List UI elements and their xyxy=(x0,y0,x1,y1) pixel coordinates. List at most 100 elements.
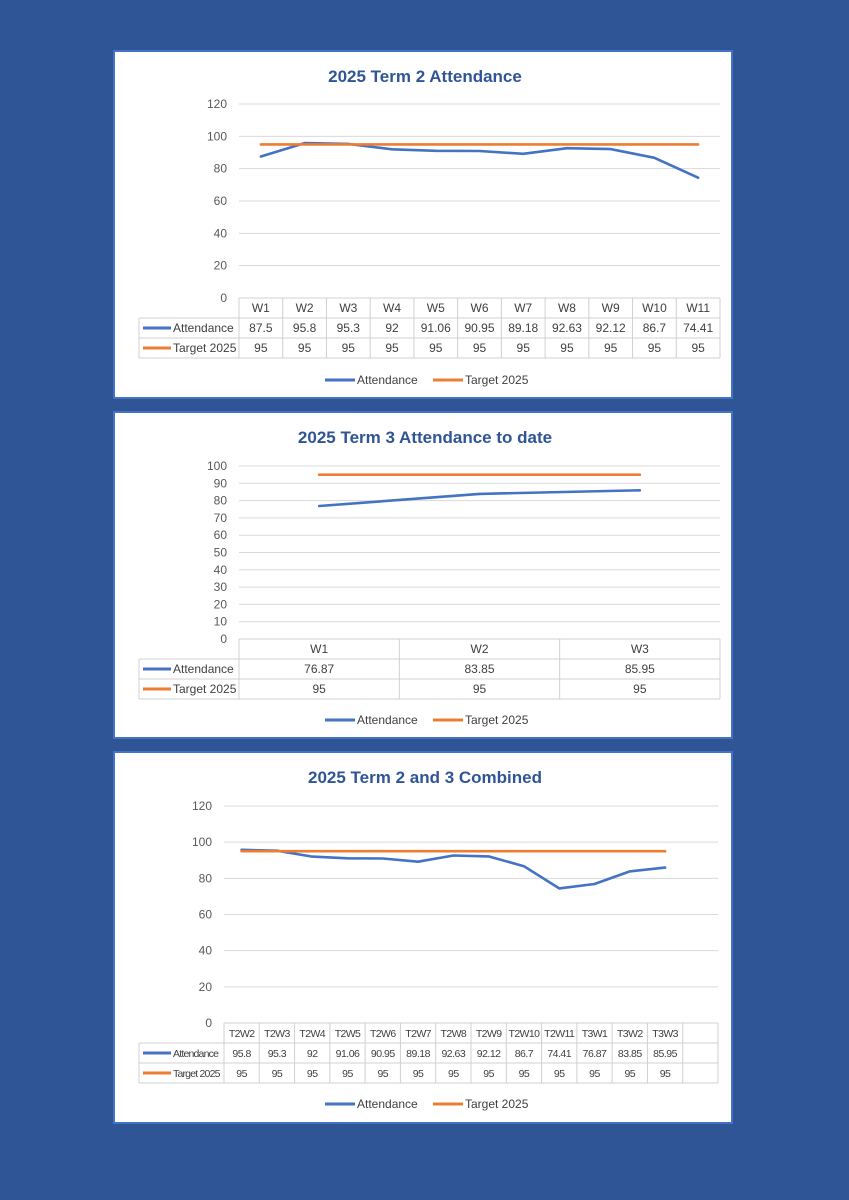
data-label: 95 xyxy=(517,341,531,355)
y-tick-label: 100 xyxy=(192,835,212,849)
y-tick-label: 20 xyxy=(214,597,228,611)
data-label: 76.87 xyxy=(583,1048,607,1060)
data-label: 95 xyxy=(342,1068,353,1080)
category-label: W1 xyxy=(252,301,270,315)
category-label: T2W10 xyxy=(509,1028,541,1040)
category-label: W3 xyxy=(339,301,357,315)
data-label: 95 xyxy=(604,341,618,355)
category-label: W8 xyxy=(558,301,576,315)
y-tick-label: 0 xyxy=(220,291,227,305)
data-label: 95 xyxy=(377,1068,388,1080)
data-label: 95.8 xyxy=(232,1048,251,1060)
category-label: W10 xyxy=(642,301,667,315)
data-label: 86.7 xyxy=(643,321,667,335)
category-label: W4 xyxy=(383,301,401,315)
data-label: 92.12 xyxy=(596,321,626,335)
y-tick-label: 60 xyxy=(199,908,213,922)
category-label: T2W11 xyxy=(544,1028,575,1040)
y-tick-label: 120 xyxy=(207,97,227,111)
y-tick-label: 30 xyxy=(214,580,228,594)
category-label: W1 xyxy=(310,642,328,656)
data-label: 95 xyxy=(448,1068,459,1080)
series-name: Target 2025 xyxy=(173,341,237,355)
category-label: T2W3 xyxy=(264,1028,290,1040)
y-tick-label: 100 xyxy=(207,459,227,473)
data-label: 95 xyxy=(519,1068,530,1080)
data-label: 95 xyxy=(473,341,487,355)
data-label: 83.85 xyxy=(618,1048,642,1060)
data-label: 95 xyxy=(342,341,356,355)
category-label: W7 xyxy=(514,301,532,315)
y-tick-label: 10 xyxy=(214,615,228,629)
chart-combined-svg: 2025 Term 2 and 3 Combined 0 20 40 60 80 100 12… xyxy=(138,768,719,1111)
data-label: 92.63 xyxy=(552,321,582,335)
data-label: 95.8 xyxy=(293,321,317,335)
series-name: Attendance xyxy=(173,321,234,335)
chart-title: 2025 Term 3 Attendance to date xyxy=(298,428,552,447)
category-label: W3 xyxy=(631,642,649,656)
data-label: 95 xyxy=(660,1068,671,1080)
y-tick-label: 50 xyxy=(214,546,228,560)
category-label: T2W7 xyxy=(405,1028,431,1040)
y-tick-label: 40 xyxy=(199,944,213,958)
data-label: 76.87 xyxy=(304,662,334,676)
category-label: T2W5 xyxy=(335,1028,361,1040)
series-name: Attendance xyxy=(173,662,234,676)
category-label: T3W1 xyxy=(582,1028,608,1040)
chart-title: 2025 Term 2 and 3 Combined xyxy=(308,768,542,787)
category-label: T2W2 xyxy=(229,1028,255,1040)
chart-panel-term3: 2025 Term 3 Attendance to date 0 10 20 30 40 5… xyxy=(113,411,733,739)
category-label: W9 xyxy=(602,301,620,315)
series-name: Attendance xyxy=(173,1048,219,1060)
legend-label: Attendance xyxy=(357,373,418,387)
chart-title: 2025 Term 2 Attendance xyxy=(328,67,522,86)
data-label: 95 xyxy=(413,1068,424,1080)
data-label: 95 xyxy=(648,341,662,355)
data-label: 87.5 xyxy=(249,321,273,335)
series-name: Target 2025 xyxy=(173,1068,221,1080)
data-label: 95 xyxy=(554,1068,565,1080)
category-label: W11 xyxy=(686,301,710,315)
y-tick-label: 20 xyxy=(199,980,213,994)
data-label: 95 xyxy=(483,1068,494,1080)
data-label: 90.95 xyxy=(371,1048,395,1060)
series-line-attendance xyxy=(240,848,667,890)
series-line-attendance xyxy=(317,489,642,508)
y-tick-label: 0 xyxy=(220,632,227,646)
chart-term2-svg: 2025 Term 2 Attendance 0 20 40 60 80 100 120 W1 W… xyxy=(138,67,721,387)
data-label: 95 xyxy=(589,1068,600,1080)
category-label: W2 xyxy=(296,301,314,315)
data-label: 95 xyxy=(298,341,312,355)
data-label: 95 xyxy=(624,1068,635,1080)
data-label: 92 xyxy=(307,1048,318,1060)
data-label: 91.06 xyxy=(421,321,451,335)
data-label: 92 xyxy=(385,321,399,335)
data-label: 91.06 xyxy=(336,1048,360,1060)
series-line-attendance xyxy=(259,141,700,179)
category-label: T2W8 xyxy=(441,1028,467,1040)
data-label: 89.18 xyxy=(406,1048,430,1060)
data-label: 95 xyxy=(254,341,268,355)
y-tick-label: 20 xyxy=(214,259,228,273)
data-label: 95 xyxy=(560,341,574,355)
category-label: W6 xyxy=(471,301,489,315)
category-label: W5 xyxy=(427,301,445,315)
data-label: 85.95 xyxy=(625,662,655,676)
y-tick-label: 100 xyxy=(207,129,227,143)
y-tick-label: 40 xyxy=(214,563,228,577)
data-label: 74.41 xyxy=(683,321,713,335)
chart-panel-combined: 2025 Term 2 and 3 Combined 0 20 40 60 80 100 12… xyxy=(113,751,733,1124)
data-label: 95 xyxy=(633,682,647,696)
category-label: T2W9 xyxy=(476,1028,502,1040)
data-label: 85.95 xyxy=(653,1048,677,1060)
y-tick-label: 0 xyxy=(205,1016,212,1030)
data-label: 95 xyxy=(236,1068,247,1080)
y-tick-label: 40 xyxy=(214,226,228,240)
legend-label: Attendance xyxy=(357,1097,418,1111)
y-tick-label: 80 xyxy=(214,494,228,508)
y-tick-label: 90 xyxy=(214,476,228,490)
data-label: 90.95 xyxy=(464,321,494,335)
category-label: W2 xyxy=(471,642,489,656)
y-tick-label: 60 xyxy=(214,194,228,208)
data-label: 86.7 xyxy=(515,1048,534,1060)
